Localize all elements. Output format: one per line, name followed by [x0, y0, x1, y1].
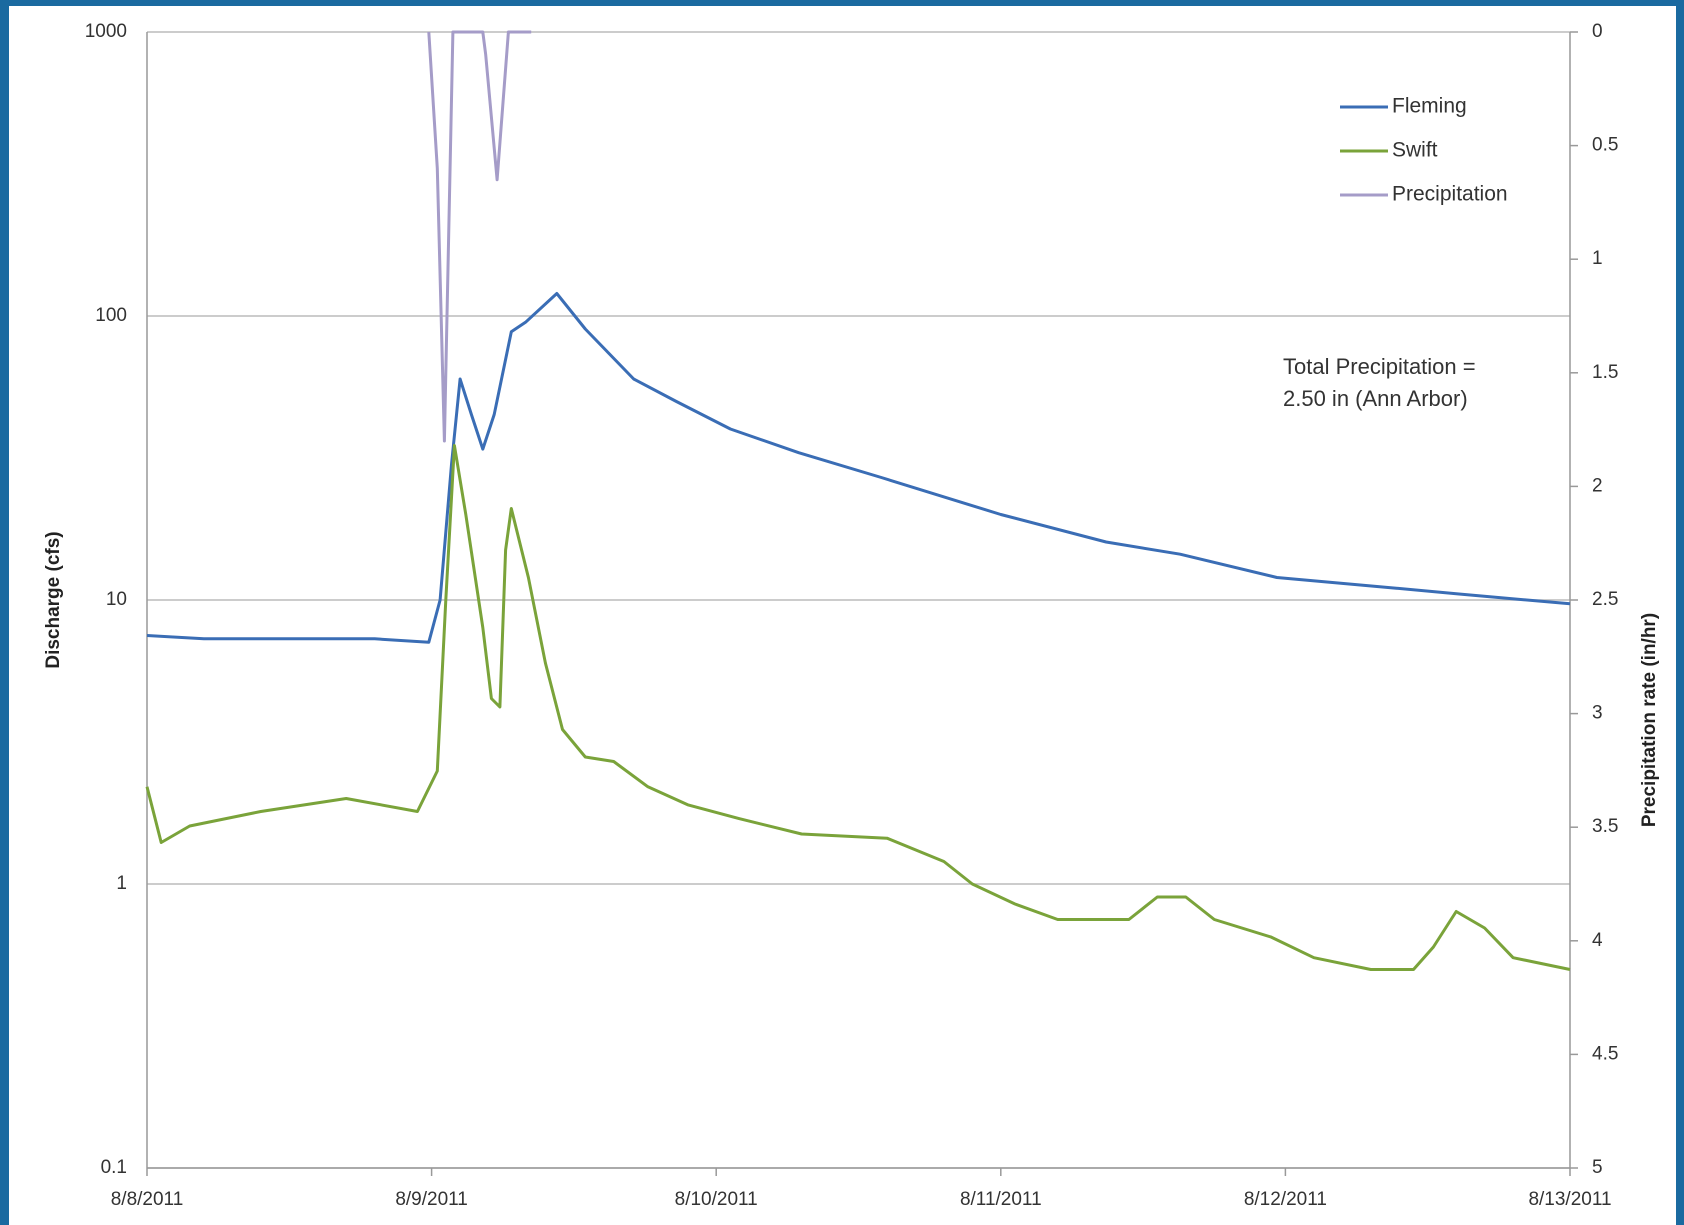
y-tick-label: 10 — [106, 589, 127, 610]
y2-tick-label: 3.5 — [1592, 816, 1618, 837]
frame-left — [0, 0, 9, 1225]
legend-label: Precipitation — [1392, 183, 1508, 206]
frame-right — [1676, 0, 1684, 1225]
y2-tick-label: 2.5 — [1592, 589, 1618, 610]
legend-label: Fleming — [1392, 95, 1467, 118]
y2-tick-label: 1 — [1592, 248, 1603, 269]
y-tick-label: 100 — [95, 305, 127, 326]
y-tick-label: 1000 — [85, 21, 127, 42]
y2-tick-label: 3 — [1592, 703, 1603, 724]
legend-label: Swift — [1392, 139, 1438, 162]
frame-top — [0, 0, 1684, 6]
x-tick-label: 8/10/2011 — [675, 1189, 758, 1210]
annotation: Total Precipitation = — [1283, 354, 1476, 379]
series-line — [146, 292, 1571, 644]
y2-tick-label: 4 — [1592, 930, 1603, 951]
y2-tick-label: 0 — [1592, 21, 1603, 42]
x-tick-label: 8/9/2011 — [395, 1189, 468, 1210]
x-tick-label: 8/8/2011 — [111, 1189, 184, 1210]
y-tick-label: 1 — [116, 873, 127, 894]
y2-axis-title: Precipitation rate (in/hr) — [1639, 613, 1660, 827]
x-tick-label: 8/13/2011 — [1528, 1189, 1611, 1210]
y-tick-label: 0.1 — [101, 1157, 127, 1178]
y2-tick-label: 2 — [1592, 475, 1603, 496]
y2-tick-label: 1.5 — [1592, 362, 1618, 383]
annotation: 2.50 in (Ann Arbor) — [1283, 386, 1468, 411]
y2-tick-label: 4.5 — [1592, 1043, 1618, 1064]
series-line — [145, 444, 1571, 971]
y-axis-title: Discharge (cfs) — [43, 531, 64, 668]
x-tick-label: 8/11/2011 — [960, 1189, 1042, 1210]
y2-tick-label: 5 — [1592, 1157, 1603, 1178]
series-line — [427, 30, 532, 443]
y2-tick-label: 0.5 — [1592, 135, 1618, 156]
x-tick-label: 8/12/2011 — [1244, 1189, 1327, 1210]
